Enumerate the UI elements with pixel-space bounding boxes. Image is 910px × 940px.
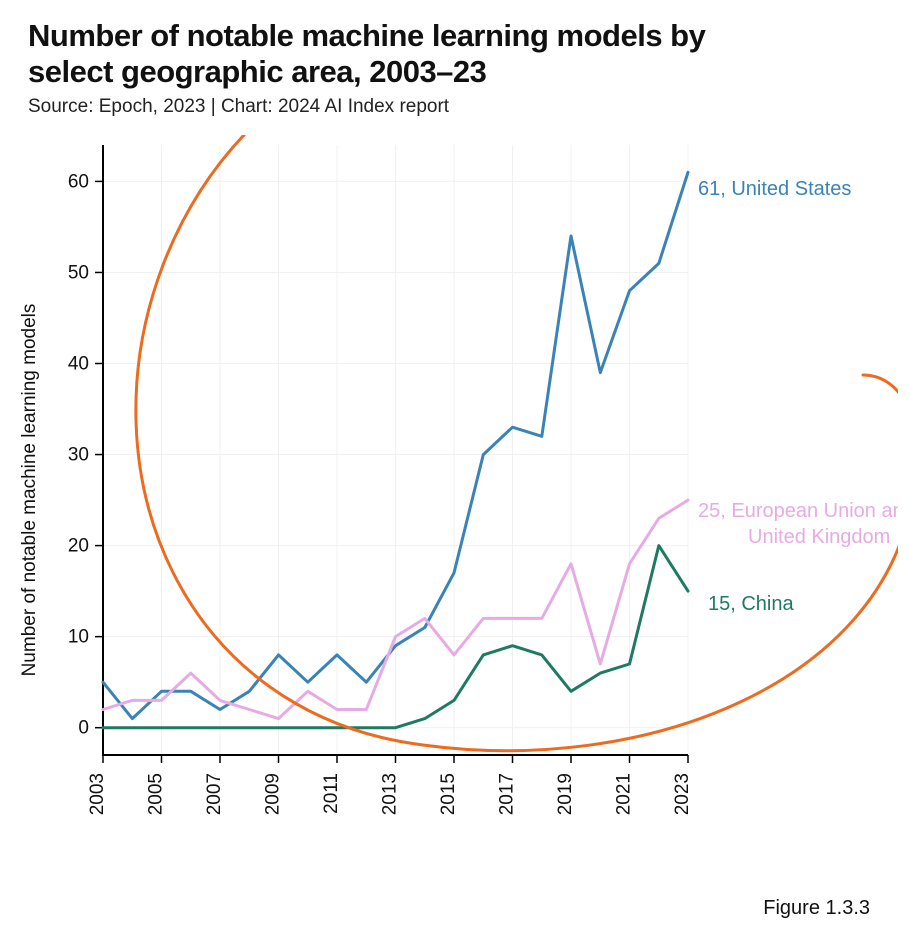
series-label: 25, European Union and bbox=[698, 500, 898, 522]
series-label: United Kingdom bbox=[748, 526, 890, 548]
annotation-stroke bbox=[136, 135, 898, 751]
series-label: 61, United States bbox=[698, 178, 851, 200]
x-tick-label: 2019 bbox=[555, 773, 576, 815]
x-tick-label: 2011 bbox=[321, 773, 342, 814]
x-tick-label: 2015 bbox=[438, 773, 459, 815]
x-tick-label: 2009 bbox=[263, 773, 284, 815]
y-tick-label: 30 bbox=[68, 445, 89, 466]
x-tick-label: 2023 bbox=[672, 773, 693, 815]
x-tick-label: 2013 bbox=[380, 773, 401, 815]
series-label: 15, China bbox=[708, 593, 794, 615]
x-tick-label: 2007 bbox=[204, 773, 225, 815]
y-tick-label: 10 bbox=[68, 627, 89, 648]
x-tick-label: 2005 bbox=[146, 773, 167, 815]
figure-label: Figure 1.3.3 bbox=[763, 897, 870, 920]
x-tick-label: 2017 bbox=[497, 773, 518, 815]
annotation-stroke bbox=[863, 375, 898, 495]
y-axis-label: Number of notable machine learning model… bbox=[19, 304, 41, 677]
page: Number of notable machine learning model… bbox=[0, 0, 910, 940]
chart: 0 10 20 30 40 50 60 2003 2005 2007 2009 2011 2013 201… bbox=[58, 135, 898, 900]
y-tick-label: 40 bbox=[68, 354, 89, 375]
chart-svg: 0 10 20 30 40 50 60 2003 2005 2007 2009 2011 2013 201… bbox=[58, 135, 898, 895]
x-tick-label: 2021 bbox=[614, 773, 635, 815]
y-tick-label: 0 bbox=[78, 718, 89, 739]
y-tick-label: 60 bbox=[68, 171, 89, 192]
x-tick-label: 2003 bbox=[87, 773, 108, 815]
chart-subtitle: Source: Epoch, 2023 | Chart: 2024 AI Ind… bbox=[28, 96, 449, 118]
y-tick-label: 20 bbox=[68, 536, 89, 557]
annotation-circle bbox=[136, 135, 898, 751]
y-tick-label: 50 bbox=[68, 262, 89, 283]
chart-title: Number of notable machine learning model… bbox=[28, 18, 768, 89]
